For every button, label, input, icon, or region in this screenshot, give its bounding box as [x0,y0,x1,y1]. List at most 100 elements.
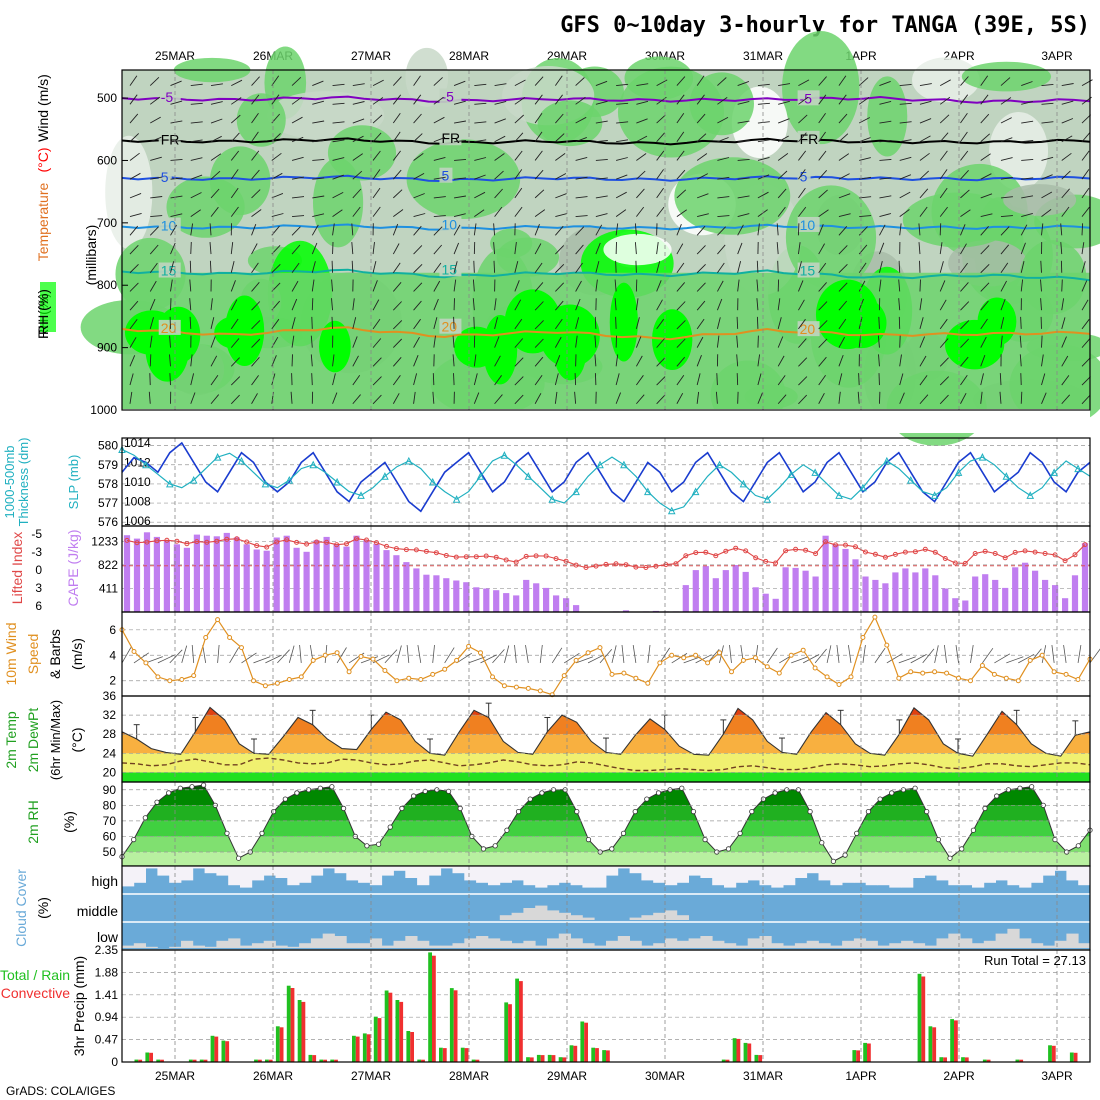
wind-barb [292,215,305,218]
wind-barb [514,79,526,86]
wind-barb [575,280,582,292]
dewpoint-line [121,757,1091,772]
wind-barb [514,299,522,311]
wind-barb [251,282,260,292]
wind-barb [129,355,136,367]
ylabel-2m-dewpt: 2m DewPt [25,708,41,773]
wind-barb [311,298,314,311]
cloud-cell-high [818,866,831,881]
wind-barb [716,335,720,348]
cloud-cell-high [901,866,914,888]
isotherm-label-bg [439,216,462,232]
precip-total-bar [384,990,389,1062]
cloud-cell-low [452,943,465,948]
cape-bar [1002,587,1009,612]
wind-barb [737,100,750,105]
wind-barb [210,336,216,348]
cloud-cell-high [558,866,571,883]
wind-barb [595,213,608,218]
li-marker [573,562,579,568]
li-marker [533,553,539,559]
precip-convective-bar [442,1048,447,1062]
thickness-marker [476,472,485,480]
wind-barb [1081,376,1091,386]
wind-barb [818,131,826,143]
cape-bar [423,574,430,612]
rh-area [603,233,672,266]
cloud-cell-low [428,945,442,948]
wind-barb [170,80,182,87]
precip-total-bar [558,1057,563,1062]
wind-barb [919,170,930,180]
wind-barb-10m [729,644,732,663]
cloud-cell-high [216,866,229,876]
cloud-cell-high [287,866,300,886]
rh-point [329,784,335,790]
wind-barb [494,375,502,386]
wind-barb [170,100,183,105]
rh-point [340,805,347,812]
wind-barb-10m [647,644,651,663]
rh-point [1029,784,1035,790]
wind-barb [960,301,970,311]
wind-barb [190,373,195,386]
wind-barb [1041,335,1043,348]
cloud-cell-middle [629,917,642,920]
wind-barb [676,224,682,236]
wind-barb [372,206,381,217]
precip-convective-bar [508,1004,512,1062]
thickness-marker [524,472,533,480]
cloud-cell-high [358,866,371,883]
cape-bar [383,550,390,612]
wind-barb [251,131,259,143]
wind-barb [129,133,140,143]
li-marker [274,539,280,545]
date-label-bottom: 31MAR [743,1069,783,1083]
precip-total-bar [863,1042,867,1062]
wind-barb [999,373,1002,386]
cape-bar [832,544,839,612]
wind-barb-10m [480,654,497,664]
wind-barb [615,191,627,199]
wind-barb [1041,139,1054,143]
wind-barb [1081,114,1092,124]
precip-total-bar [145,1052,150,1062]
date-label-top: 31MAR [743,49,783,63]
isotherm-label: FR [800,131,819,147]
wind-barb [818,150,827,161]
wind-barb [190,241,192,255]
wind-barb [1081,150,1090,161]
wind-barb [392,282,402,292]
ylabel-10m-wind: 10m Wind [3,622,19,685]
wind-barb [210,170,221,180]
rh-point [177,785,183,791]
isotherm-label-bg [439,167,453,183]
cloud-cell-low [594,945,607,948]
ylabel-barbs: & Barbs [47,629,63,679]
precip-total-bar [961,1057,965,1062]
ylabel-celsius: (°C) [35,147,51,172]
cloud-cell-high [842,866,855,883]
wind-barb [1021,177,1034,180]
slp-tick: 1006 [124,514,151,528]
wind-barb [149,96,161,105]
cloud-cell-high [1078,866,1091,886]
wind-barb [129,337,137,348]
wind-barb [554,75,563,86]
cape-bar [293,547,300,612]
panel-frame-wind10m [121,611,1091,697]
cloud-cell-low [783,945,796,948]
wind-barb [555,300,564,311]
cape-bar [283,535,290,612]
wind-barb [757,83,770,87]
wind-barb-10m [277,649,290,664]
wind-barb [372,318,381,330]
li-marker [853,544,858,550]
wind-barb [1020,316,1022,329]
wind-barb [980,94,989,105]
wind-barb [1000,117,1012,124]
wind-barb [453,80,466,87]
wind-barb [858,317,863,330]
wind-barb [1060,242,1063,255]
wind-barb [777,375,786,386]
